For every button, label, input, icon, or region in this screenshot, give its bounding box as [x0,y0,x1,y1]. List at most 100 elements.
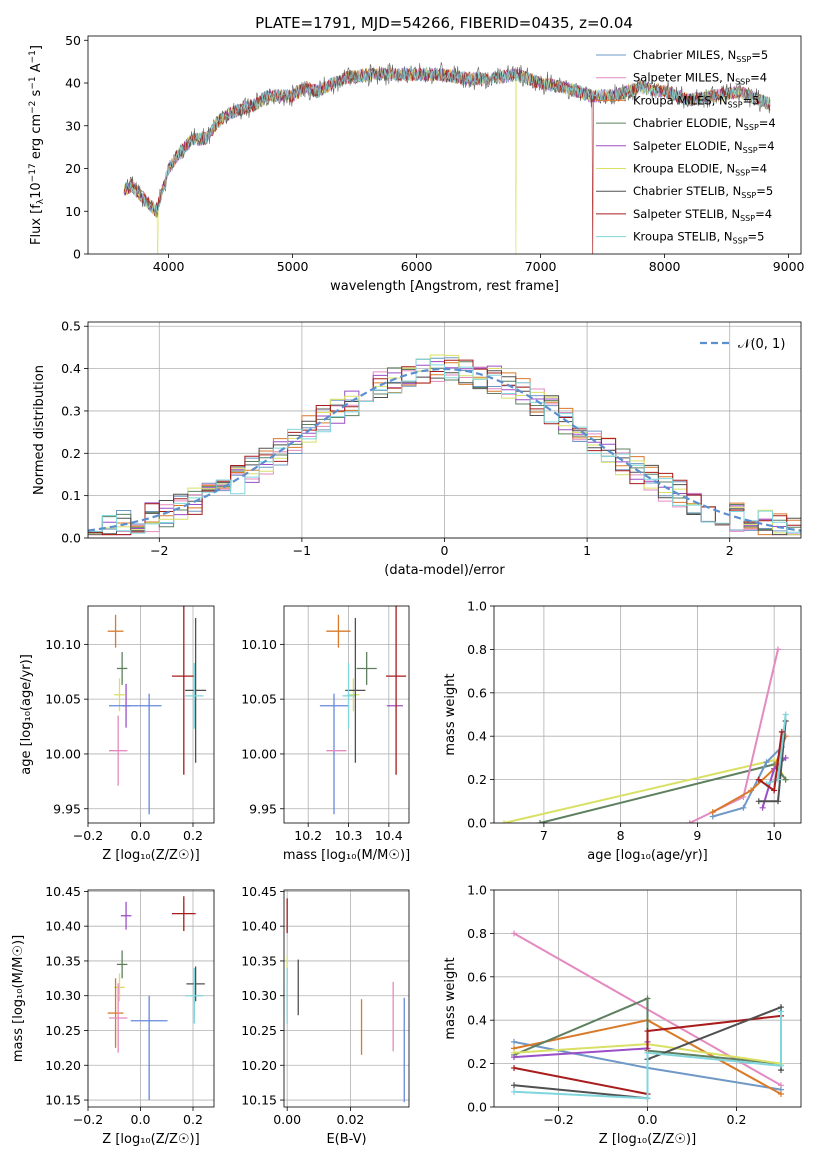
age-vs-Z-panel: −0.2 0.0 0.2 9.95 10.00 10.05 10.10 Z [log₁₀(Z/… [19,605,215,863]
weight-vs-Z-panel: −0.2 0.0 0.2 0.0 0.2 0.4 0.6 0.8 1.0 Z [log₁₀(Z/Z… [443,883,802,1147]
normal-curve [88,367,801,532]
y-axis-label-part: λ [36,198,46,204]
y-tick-label: 0.4 [61,361,81,376]
errorbar-point [120,901,132,930]
x-tick-label: 0.0 [131,828,151,843]
y-tick-label: 0.0 [467,816,487,831]
y-tick-label: 10.05 [241,692,277,707]
x-tick-label: 7 [540,828,548,843]
x-tick-label: 0.2 [183,1112,203,1127]
y-tick-label: 10.25 [241,1023,277,1038]
y-tick-label: 0.8 [467,926,487,941]
y-tick-label: 10.45 [45,884,81,899]
y-axis-label-part: −1 [28,76,38,89]
weight-line [503,758,787,823]
weight-marker [511,1054,518,1061]
y-axis-label-part: Flux [f [29,204,44,245]
weight-marker [782,711,789,718]
y-tick-label: 10.35 [45,953,81,968]
y-axis-label-part: 10 [29,182,44,199]
errorbar-points [107,896,205,1101]
x-tick-label: 7000 [525,259,557,274]
errorbar-points [286,898,405,1103]
errorbar-point [326,614,351,648]
x-tick-label: 1 [583,543,591,558]
y-tick-label: 10.40 [241,919,277,934]
mass-vs-Z-panel: −0.2 0.0 0.2 10.15 10.20 10.25 10.30 10.35 10.40… [11,884,215,1147]
histogram-step [88,354,801,538]
legend-label: Kroupa MILES, NSSP=5 [633,93,759,109]
x-tick-label: 10.3 [335,828,363,843]
errorbar-points [319,606,407,815]
legend-label: Kroupa ELODIE, NSSP=4 [633,162,767,178]
axes-frame [283,605,410,824]
y-tick-label: 10.25 [45,1023,81,1038]
x-tick-label: 9000 [773,259,805,274]
x-tick-label: 0.0 [638,1112,658,1127]
x-tick-label: 0.0 [131,1112,151,1127]
x-tick-label: −0.2 [543,1112,573,1127]
x-tick-label: −0.2 [73,1112,103,1127]
weight-marker [774,798,781,805]
x-tick-label: 0.2 [183,828,203,843]
y-tick-label: 0.5 [61,319,81,334]
histogram-steps [88,354,801,538]
weight-marker [755,798,762,805]
y-tick-label: 10.00 [241,746,277,761]
weight-marker [748,787,755,794]
errorbar-point [185,967,204,1024]
y-tick-label: 30 [65,118,81,133]
y-tick-label: 9.95 [53,801,81,816]
legend-label: Chabrier MILES, NSSP=5 [633,48,768,64]
weight-marker [511,1082,518,1089]
weight-marker [511,1088,518,1095]
weight-marker [511,930,518,937]
legend-label: Salpeter MILES, NSSP=4 [633,71,767,87]
errorbar-point [172,896,196,932]
y-tick-label: 9.95 [249,801,277,816]
y-tick-label: 50 [65,33,81,48]
y-tick-label: 20 [65,161,81,176]
weight-marker [686,820,693,823]
weight-lines [511,930,784,1102]
y-tick-label: 10.20 [241,1058,277,1073]
x-tick-label: 0.2 [727,1112,747,1127]
errorbar-point [109,983,128,1053]
weight-line [712,746,783,818]
x-tick-label: −2 [150,543,168,558]
weight-marker [709,809,716,816]
spectrum-line [123,67,771,254]
y-axis-label: Normed distribution [32,365,47,495]
weight-marker [644,1095,651,1102]
axes-frame [87,35,802,255]
x-tick-label: 8 [617,828,625,843]
x-tick-label: 10.4 [375,828,403,843]
weight-marker [644,1049,651,1056]
x-tick-label: 6000 [401,259,433,274]
weight-marker [782,754,789,761]
axes-frame [493,605,802,824]
axes-frame [87,889,215,1108]
weight-lines [500,646,789,823]
errorbar-point [342,662,355,729]
y-tick-label: 10.10 [241,637,277,652]
weight-marker [511,1064,518,1071]
y-tick-label: 1.0 [467,599,487,614]
x-axis-label: wavelength [Angstrom, rest frame] [330,279,559,294]
x-tick-label: 8000 [649,259,681,274]
spectrum-lines [123,62,771,254]
y-tick-label: 0.8 [467,642,487,657]
axes-frame [87,605,215,824]
y-axis-label-part: ] [29,45,44,50]
y-axis-label: Flux [fλ10−17 erg cm−2 s−1 A−1] [28,45,46,245]
y-tick-label: 40 [65,76,81,91]
x-tick-label: 0 [441,543,449,558]
y-tick-label: 0.2 [61,446,81,461]
errorbar-point [185,662,204,729]
y-tick-label: 10.30 [45,988,81,1003]
x-tick-label: 2 [726,543,734,558]
axes-frame [87,321,802,539]
errorbar-point [356,652,377,685]
y-tick-label: 10.10 [45,637,81,652]
x-tick-label: 10 [766,828,782,843]
